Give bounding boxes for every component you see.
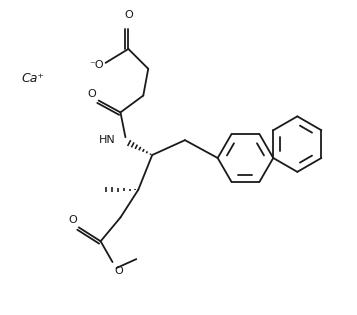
Text: O: O (124, 10, 133, 20)
Text: Ca⁺: Ca⁺ (22, 72, 45, 85)
Text: ⁻O: ⁻O (89, 60, 104, 70)
Text: HN: HN (99, 135, 116, 145)
Text: O: O (115, 266, 123, 276)
Text: O: O (68, 215, 77, 226)
Text: O: O (87, 89, 96, 99)
